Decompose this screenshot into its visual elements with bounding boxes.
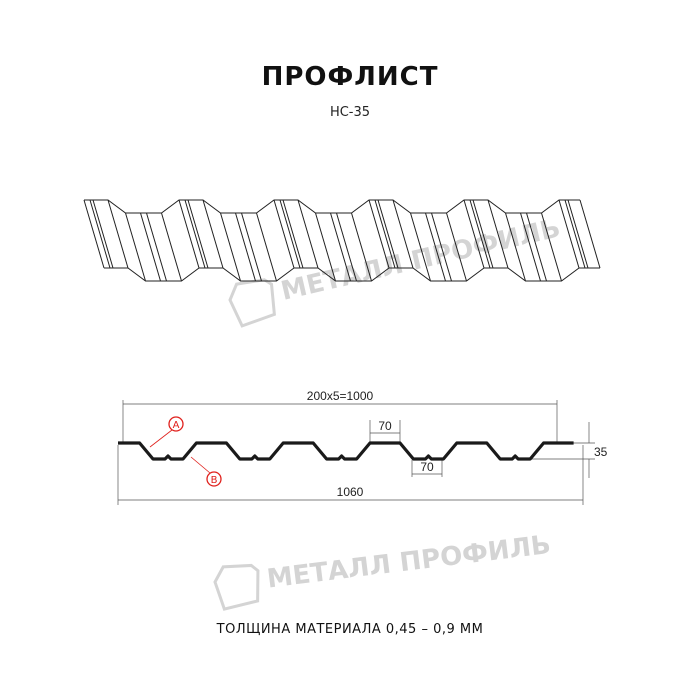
marker-a-label: A (173, 420, 180, 431)
sheet-rib-line (279, 199, 301, 269)
sheet-fold-line (330, 212, 351, 282)
sheet-3d-view (83, 199, 601, 282)
sheet-fold-line (558, 199, 580, 269)
sheet-fold-line (520, 212, 541, 282)
sheet-fold-line (273, 199, 295, 269)
sheet-rib-line (377, 199, 399, 269)
sheet-fold-line (526, 212, 547, 282)
watermark-text: МЕТАЛЛ ПРОФИЛЬ (278, 213, 563, 306)
sheet-rib-line (472, 199, 494, 269)
sheet-top-edge (84, 199, 580, 214)
sheet-fold-line (425, 212, 446, 282)
sheet-fold-line (178, 199, 200, 269)
sheet-fold-line (351, 212, 372, 282)
marker-b-label: B (211, 475, 218, 486)
sheet-fold-line (256, 212, 277, 282)
sheet-rib-line (89, 199, 111, 269)
dimension-lines (117, 400, 595, 505)
top-flange-dimension-label: 70 (378, 419, 392, 433)
sheet-fold-line (392, 199, 414, 269)
sheet-fold-line (505, 212, 526, 282)
sheet-fold-line (220, 212, 241, 282)
sheet-fold-line (83, 199, 105, 269)
sheet-fold-line (241, 212, 262, 282)
sheet-fold-line (336, 212, 357, 282)
sheet-rib-line (184, 199, 206, 269)
sheet-rib-line (567, 199, 589, 269)
watermark-logo-2: МЕТАЛЛ ПРОФИЛЬ (213, 530, 552, 611)
watermark-logo-1: МЕТАЛЛ ПРОФИЛЬ (228, 213, 563, 328)
sheet-rib-line (469, 199, 491, 269)
profile-cross-section (118, 441, 574, 461)
sheet-rib-line (187, 199, 209, 269)
sheet-rib-line (374, 199, 396, 269)
sheet-fold-line (202, 199, 224, 269)
model-subtitle: НС-35 (329, 105, 371, 120)
sheet-fold-line (368, 199, 390, 269)
sheet-fold-line (431, 212, 452, 282)
marker-b: B (190, 456, 222, 487)
sheet-bottom-edge (104, 267, 600, 282)
sheet-fold-line (107, 199, 129, 269)
full-width-dimension-label: 1060 (337, 485, 364, 499)
watermark-text: МЕТАЛЛ ПРОФИЛЬ (265, 530, 552, 595)
sheet-fold-line (140, 212, 161, 282)
sheet-fold-line (446, 212, 467, 282)
material-thickness-note: ТОЛЩИНА МАТЕРИАЛА 0,45 – 0,9 ММ (216, 622, 484, 637)
page-title: ПРОФЛИСТ (261, 62, 439, 92)
sheet-fold-line (579, 199, 601, 269)
sheet-fold-line (146, 212, 167, 282)
sheet-rib-line (282, 199, 304, 269)
sheet-fold-line (487, 199, 509, 269)
sheet-fold-line (235, 212, 256, 282)
sheet-fold-line (297, 199, 319, 269)
sheet-fold-line (410, 212, 431, 282)
sheet-fold-line (463, 199, 485, 269)
sheet-fold-line (315, 212, 336, 282)
sheet-rib-line (564, 199, 586, 269)
sheet-fold-line (125, 212, 146, 282)
sheet-fold-line (161, 212, 182, 282)
sheet-fold-line (541, 212, 562, 282)
pitch-dimension-label: 200x5=1000 (307, 389, 374, 403)
sheet-rib-line (92, 199, 114, 269)
bottom-flange-dimension-label: 70 (420, 460, 434, 474)
marker-a: A (149, 416, 184, 448)
height-dimension-label: 35 (594, 445, 608, 459)
